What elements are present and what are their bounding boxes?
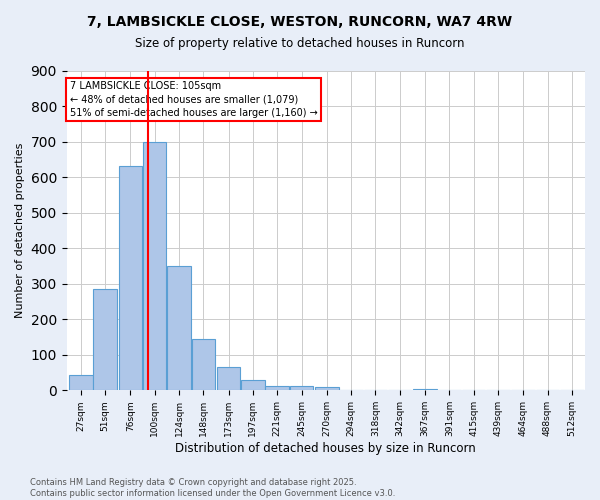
Bar — [217, 367, 241, 390]
Bar — [413, 388, 437, 390]
Bar — [167, 266, 191, 390]
Bar — [94, 289, 117, 390]
Bar — [290, 386, 313, 390]
Bar — [265, 386, 289, 390]
Bar — [143, 142, 166, 390]
Text: 7 LAMBSICKLE CLOSE: 105sqm
← 48% of detached houses are smaller (1,079)
51% of s: 7 LAMBSICKLE CLOSE: 105sqm ← 48% of deta… — [70, 81, 317, 118]
Y-axis label: Number of detached properties: Number of detached properties — [15, 142, 25, 318]
Text: Size of property relative to detached houses in Runcorn: Size of property relative to detached ho… — [135, 38, 465, 51]
Text: 7, LAMBSICKLE CLOSE, WESTON, RUNCORN, WA7 4RW: 7, LAMBSICKLE CLOSE, WESTON, RUNCORN, WA… — [88, 15, 512, 29]
Bar — [315, 387, 338, 390]
Text: Contains HM Land Registry data © Crown copyright and database right 2025.
Contai: Contains HM Land Registry data © Crown c… — [30, 478, 395, 498]
X-axis label: Distribution of detached houses by size in Runcorn: Distribution of detached houses by size … — [175, 442, 476, 455]
Bar — [191, 339, 215, 390]
Bar — [69, 376, 92, 390]
Bar — [241, 380, 265, 390]
Bar — [119, 166, 142, 390]
